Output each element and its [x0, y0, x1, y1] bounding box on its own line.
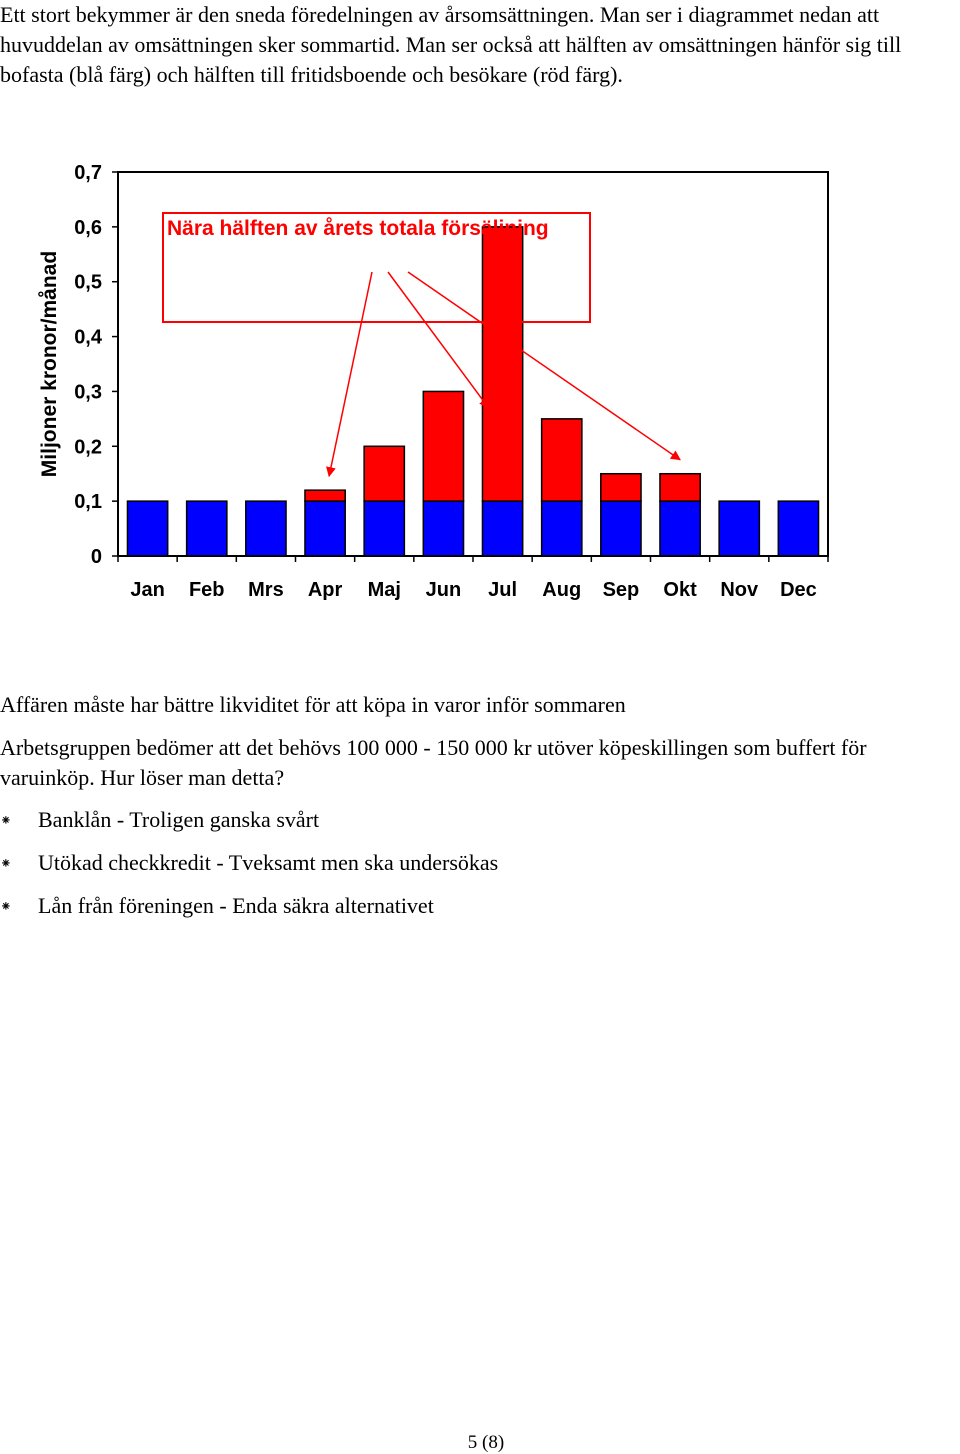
x-tick-label: Jul [488, 579, 517, 601]
paragraph-liquidity: Affären måste har bättre likviditet för … [0, 692, 626, 717]
y-tick-label: 0,4 [74, 327, 103, 349]
bar-jun-series-1 [422, 500, 465, 557]
annotation-arrows [326, 271, 681, 478]
bar-sep-series-2 [600, 472, 642, 502]
bar-aug-series-1 [540, 500, 583, 557]
bar-nov-series-1 [718, 500, 761, 557]
y-tick-label: 0,6 [74, 217, 102, 239]
bar-apr-series-2 [304, 489, 346, 502]
bullet-text: Utökad checkkredit - Tveksamt men ska un… [38, 850, 499, 875]
bar-dec-series-1 [777, 500, 820, 557]
bar-sep-series-1 [600, 500, 642, 557]
bullet-icon: ⁕ [0, 900, 12, 915]
bars-group [126, 226, 820, 557]
bullet-icon: ⁕ [0, 814, 12, 829]
paragraph-buffer: Arbetsgruppen bedömer att det behövs 100… [0, 735, 867, 790]
bullet-text: Banklån - Troligen ganska svårt [38, 807, 320, 832]
list-item: ⁕ Banklån - Troligen ganska svårt [0, 805, 498, 848]
page-number: 5 (8) [467, 1432, 505, 1453]
x-tick-label: Dec [780, 579, 817, 601]
x-tick-label: Maj [368, 579, 401, 601]
bar-jun-series-2 [422, 390, 465, 502]
y-tick-label: 0,1 [74, 491, 102, 513]
bar-maj-series-2 [363, 445, 406, 502]
annotation-arrow-jul [387, 271, 490, 409]
x-axis: Jan Feb Mrs Apr Maj Jun Jul Aug Sep Okt Nov Dec [117, 556, 829, 601]
x-tick-label: Mrs [248, 579, 284, 601]
x-tick-label: Aug [542, 579, 581, 601]
x-tick-label: Nov [720, 579, 759, 601]
y-axis-label: Miljoner kronor/månad [38, 251, 61, 477]
x-tick-label: Jan [130, 579, 164, 601]
y-tick-label: 0,3 [74, 381, 102, 403]
bar-jul-series-2 [481, 226, 524, 502]
annotation-text: Nära hälften av årets totala försäljning [167, 217, 549, 240]
list-item: ⁕ Utökad checkkredit - Tveksamt men ska u… [0, 848, 498, 891]
x-tick-label: Jun [426, 579, 462, 601]
bar-jan-series-1 [126, 500, 169, 557]
bar-maj-series-1 [363, 500, 406, 557]
annotation-arrow-okt [407, 271, 681, 461]
y-tick-label: 0,2 [74, 436, 102, 458]
annotation-box [162, 212, 591, 323]
y-tick-label: 0 [91, 546, 102, 568]
bar-feb-series-1 [185, 500, 228, 557]
y-axis: 0 0,1 0,2 0,3 0,4 0,5 0,6 0,7 [74, 162, 118, 568]
x-tick-label: Apr [308, 579, 343, 601]
bullet-text: Lån från föreningen - Enda säkra alterna… [38, 893, 434, 918]
bullet-icon: ⁕ [0, 857, 12, 872]
list-item: ⁕ Lån från föreningen - Enda säkra altern… [0, 891, 498, 934]
intro-paragraph: Ett stort bekymmer är den sneda föredeln… [0, 2, 902, 87]
options-list: ⁕ Banklån - Troligen ganska svårt ⁕ Utökad… [0, 805, 498, 934]
bar-jul-series-1 [481, 500, 524, 557]
x-tick-label: Okt [663, 579, 697, 601]
bar-mrs-series-1 [245, 500, 287, 557]
y-tick-label: 0,7 [74, 162, 102, 184]
annotation-arrow-apr [326, 271, 373, 478]
bar-okt-series-1 [659, 500, 701, 557]
bar-okt-series-2 [659, 472, 701, 502]
x-tick-label: Sep [603, 579, 640, 601]
bar-aug-series-2 [540, 418, 583, 502]
x-tick-label: Feb [189, 579, 225, 601]
sales-chart: 0 0,1 0,2 0,3 0,4 0,5 0,6 0,7 Jan Feb Mrs Apr Maj Ju… [38, 162, 829, 601]
bar-apr-series-1 [304, 500, 346, 557]
y-tick-label: 0,5 [74, 272, 102, 294]
